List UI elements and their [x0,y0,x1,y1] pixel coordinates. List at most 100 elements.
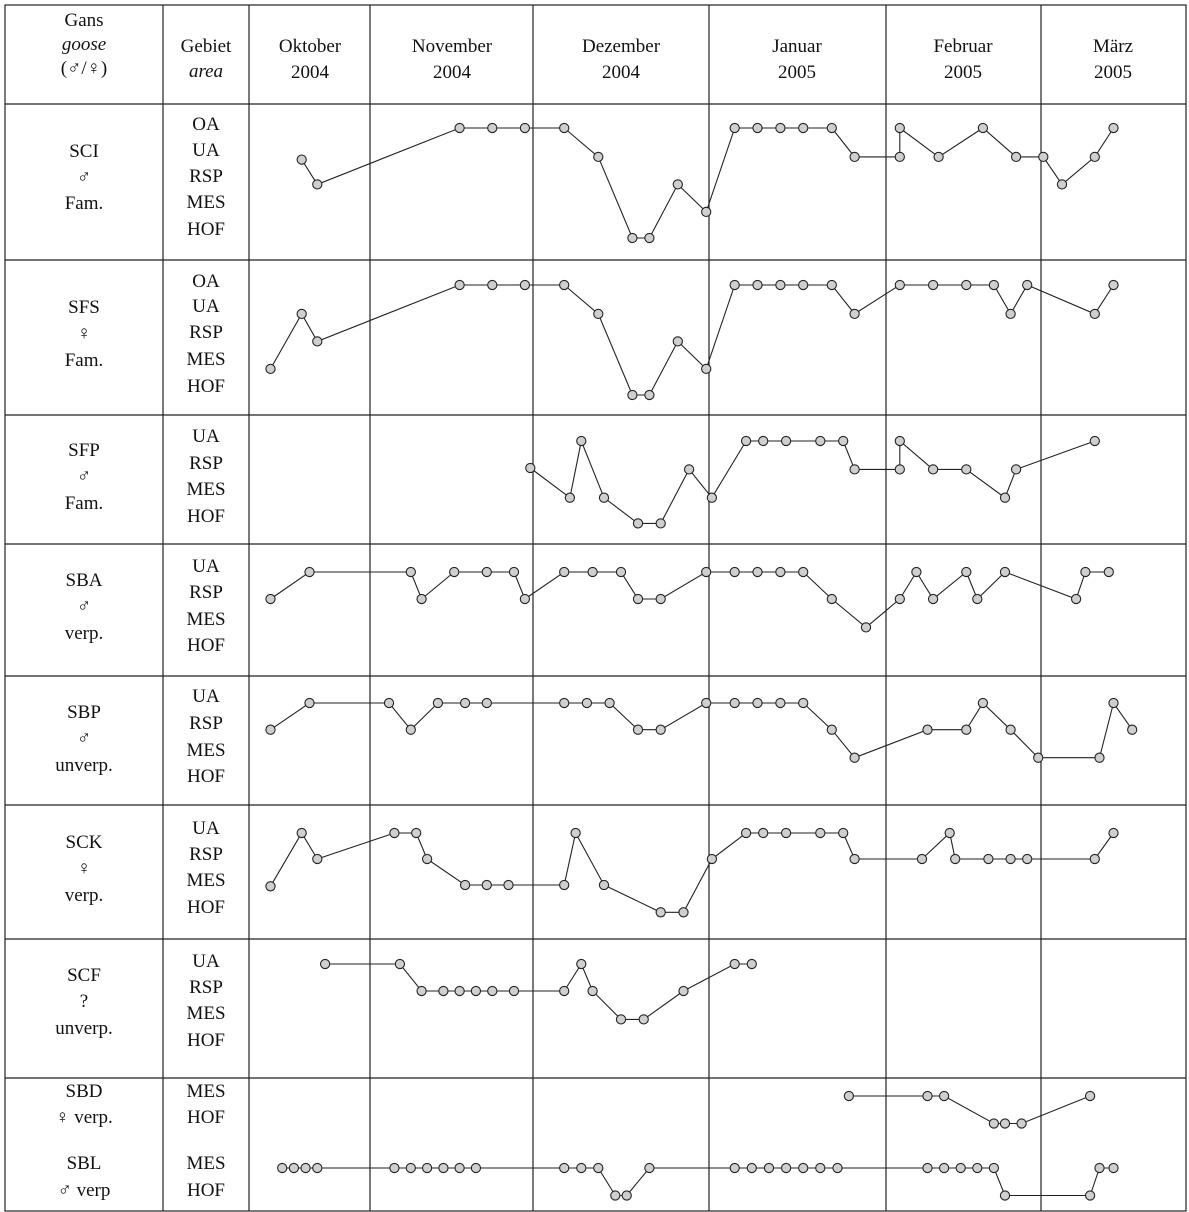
observation-point [729,958,740,970]
observation-point [1010,464,1022,475]
observation-point [683,464,695,475]
observation-point [481,566,492,578]
month-header-year: 2005 [944,62,982,83]
observation-point [1084,1190,1096,1201]
observation-point [1005,724,1016,735]
area-label: MES [186,349,225,370]
observation-point [265,363,276,375]
observation-point [277,1162,288,1174]
observation-point [470,985,482,997]
observation-point [752,122,763,134]
observation-point [394,958,406,970]
observation-point [961,464,972,475]
observation-point [849,464,860,475]
observation-point [798,566,809,578]
observation-point [559,1162,570,1174]
observation-point [701,363,712,375]
observation-point [1005,853,1016,865]
area-label: RSP [189,844,223,865]
observation-point [559,122,570,134]
observation-point [454,985,465,997]
observation-point [832,1162,843,1174]
observation-point [740,435,752,447]
area-header-label: Gebiet [181,36,232,57]
observation-point [519,279,531,291]
goose-row: SBL ♂ verp MES HOF [58,1153,1119,1201]
observation-point [312,336,323,347]
observation-point [421,1162,433,1174]
goose-sex-status: ♂ verp [58,1180,111,1201]
observation-point [849,151,860,163]
area-label: HOF [187,1030,225,1051]
observation-point [950,853,961,865]
area-label: OA [192,271,220,292]
observation-point [632,518,644,529]
observation-point [1094,1162,1105,1174]
observation-point [304,566,315,578]
observation-point [459,879,471,891]
observation-point [319,958,331,970]
month-header-name: Oktober [279,36,342,57]
area-label: HOF [187,219,225,240]
observation-point [752,566,763,578]
observation-point [894,464,905,475]
observation-point [838,435,849,447]
observation-point [296,308,307,320]
observation-point [265,724,276,735]
observation-point [927,279,939,291]
observation-point [860,622,872,633]
observation-point [815,827,826,839]
area-label: RSP [189,977,223,998]
observation-point [1084,1090,1096,1102]
area-label: HOF [187,766,225,787]
goose-sex: ♂ [77,167,91,188]
observation-point [849,853,860,865]
area-label: RSP [189,582,223,603]
area-label: UA [192,686,220,707]
observation-point [519,122,531,134]
goose-name: SFS [68,297,100,318]
observation-point [481,697,492,709]
observation-point [1094,752,1105,763]
area-label: HOF [187,897,225,918]
observation-point [576,1162,587,1174]
observation-point [988,1118,1000,1129]
observation-point [729,122,740,134]
goose-status: Fam. [65,493,104,514]
goose-status: unverp. [55,1018,113,1039]
observation-point [593,308,604,320]
observation-point [706,492,718,503]
observation-point [416,985,427,997]
observation-point [655,593,666,605]
goose-name: SBD [66,1081,103,1102]
observation-point [894,151,905,163]
goose-sex-status: ♀ verp. [55,1107,113,1128]
observation-point [701,697,712,709]
area-label: HOF [187,506,225,527]
goose-sex: ? [80,991,88,1012]
observation-point [1033,752,1044,763]
observation-point [265,593,276,605]
observation-point [559,985,570,997]
month-header-year: 2004 [291,62,330,83]
goose-sex: ♂ [77,466,91,487]
observation-point [288,1162,300,1174]
observation-point [1089,308,1100,320]
goose-track-line [325,962,752,1020]
observation-point [826,279,837,291]
observation-point [644,1162,655,1174]
area-label: UA [192,818,220,839]
goose-status: verp. [69,1107,112,1128]
observation-point [559,279,570,291]
observation-point [988,279,1000,291]
table-header: Gans goose (♂/♀) Gebiet area Oktober 2004 Novem… [61,10,1133,83]
goose-row: SFP ♂ Fam. UA RSP MES HOF [65,426,1100,529]
observation-point [746,958,757,970]
observation-point [587,985,598,997]
observation-point [775,279,786,291]
observation-point [312,853,323,865]
observation-point [300,1162,311,1174]
observation-point [758,827,769,839]
area-header-sublabel: area [189,61,223,82]
